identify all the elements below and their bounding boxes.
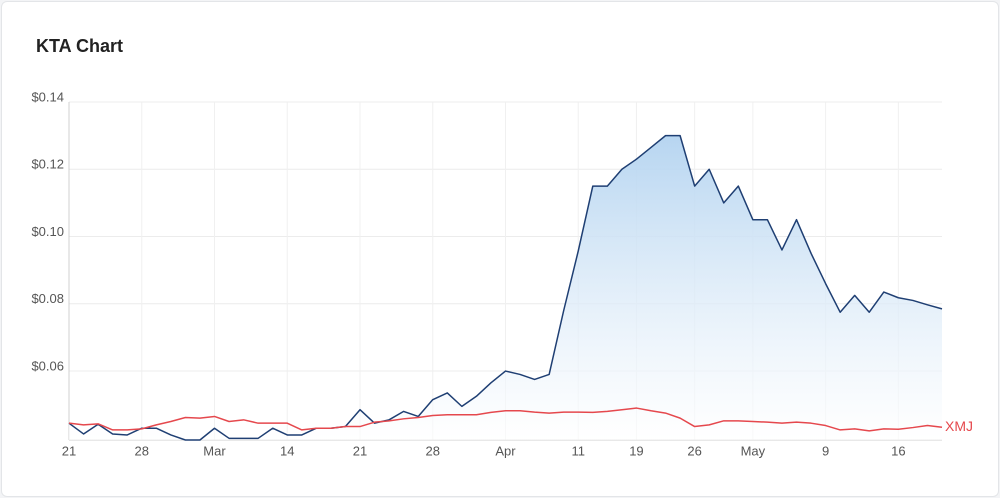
y-tick-label: $0.12 (31, 157, 64, 172)
y-tick-label: $0.08 (31, 291, 64, 306)
line (68, 134, 943, 441)
x-tick-label: 21 (353, 443, 367, 458)
x-tick-label: 21 (62, 443, 76, 458)
series-label: XMJ (945, 418, 973, 434)
x-tick-label: 9 (822, 443, 829, 458)
x-tick-label: 28 (135, 443, 149, 458)
x-tick-label: 11 (572, 443, 586, 458)
x-tick-label: May (741, 443, 766, 458)
x-tick-label: 14 (280, 443, 294, 458)
x-tick-label: Mar (203, 443, 226, 458)
line (68, 407, 943, 432)
y-tick-label: $0.10 (31, 224, 64, 239)
x-tick-label: Apr (495, 443, 516, 458)
x-tick-label: 19 (629, 443, 643, 458)
y-tick-label: $0.06 (31, 358, 64, 373)
y-tick-label: $0.14 (31, 89, 64, 104)
area (69, 135, 942, 440)
x-tick-label: 26 (687, 443, 701, 458)
x-tick-label: 28 (426, 443, 440, 458)
x-tick-label: 16 (891, 443, 905, 458)
chart-title: KTA Chart (36, 36, 123, 56)
